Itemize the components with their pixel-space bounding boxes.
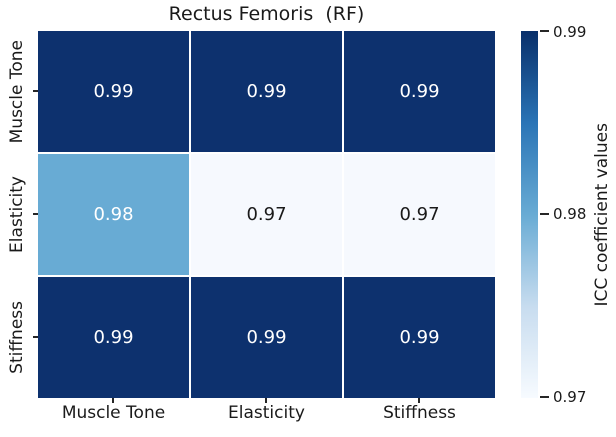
y-axis-tick — [33, 90, 38, 92]
x-axis-label-stiffness: Stiffness — [383, 403, 456, 423]
heatmap-cell: 0.99 — [344, 277, 495, 398]
heatmap-cell: 0.99 — [344, 31, 495, 152]
x-axis-tick — [265, 398, 267, 403]
y-axis-tick — [33, 336, 38, 338]
heatmap-grid: 0.99 0.99 0.99 0.98 0.97 0.97 0.99 0.99 … — [38, 31, 495, 398]
colorbar — [521, 31, 538, 398]
x-axis-tick — [112, 398, 114, 403]
x-axis-tick — [418, 398, 420, 403]
y-axis-label-elasticity: Elasticity — [7, 176, 27, 253]
heatmap-cell: 0.99 — [191, 277, 342, 398]
y-axis-label-stiffness: Stiffness — [7, 301, 27, 374]
heatmap-cell: 0.99 — [38, 31, 189, 152]
colorbar-tick — [540, 213, 549, 215]
colorbar-axis-label: ICC coefficient values — [592, 122, 612, 307]
colorbar-tick-label: 0.99 — [553, 23, 587, 41]
y-axis-label-muscle-tone: Muscle Tone — [7, 39, 27, 144]
heatmap-cell: 0.97 — [344, 154, 495, 275]
heatmap-cell: 0.99 — [38, 277, 189, 398]
colorbar-tick — [540, 30, 549, 32]
x-axis-label-elasticity: Elasticity — [228, 403, 305, 423]
colorbar-tick-label: 0.97 — [553, 388, 587, 406]
heatmap-cell: 0.98 — [38, 154, 189, 275]
heatmap-cell: 0.99 — [191, 31, 342, 152]
colorbar-tick-label: 0.98 — [553, 205, 587, 223]
y-axis-tick — [33, 213, 38, 215]
heatmap-cell: 0.97 — [191, 154, 342, 275]
chart-title: Rectus Femoris (RF) — [168, 3, 365, 25]
colorbar-tick — [540, 396, 549, 398]
x-axis-label-muscle-tone: Muscle Tone — [61, 403, 166, 423]
